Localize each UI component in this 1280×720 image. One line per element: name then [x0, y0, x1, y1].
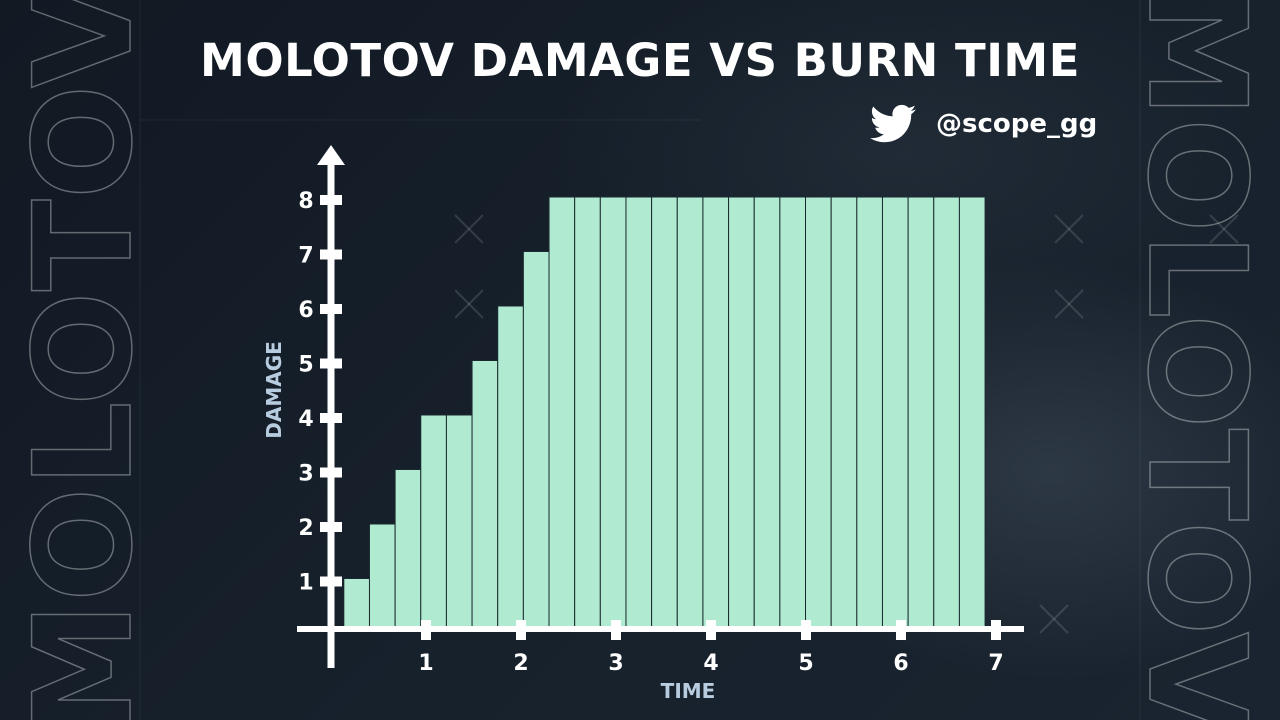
y-tick-label-2: 2 — [298, 516, 313, 541]
x-tick-mark-7 — [991, 620, 1001, 640]
y-tick-label-4: 4 — [298, 407, 313, 432]
x-tick-label-4: 4 — [703, 651, 718, 676]
axes-group: 1 2 3 4 5 6 7 8 1 2 3 4 5 6 7 — [297, 145, 1024, 676]
y-tick-mark-3 — [320, 467, 342, 478]
bar-24 — [933, 196, 960, 630]
x-tick-mark-1 — [421, 620, 431, 640]
bar-1 — [343, 578, 370, 630]
y-axis-label: DAMAGE — [262, 341, 286, 439]
x-tick-label-3: 3 — [608, 651, 623, 676]
bar-8 — [522, 251, 550, 630]
bar-15 — [702, 196, 730, 630]
bar-9 — [548, 196, 576, 630]
x-tick-label-7: 7 — [988, 651, 1003, 676]
y-tick-label-1: 1 — [298, 571, 313, 596]
bar-3 — [394, 469, 422, 630]
y-tick-mark-1 — [320, 576, 342, 587]
y-tick-mark-6 — [320, 304, 342, 314]
bar-21 — [856, 196, 883, 630]
x-tick-mark-2 — [516, 620, 526, 640]
twitter-icon — [870, 104, 916, 143]
bar-4 — [420, 414, 447, 630]
side-text-left: MOLOTOV — [5, 0, 162, 720]
bar-2 — [368, 523, 396, 630]
bar-5 — [445, 414, 473, 630]
bar-16 — [728, 196, 755, 630]
y-axis-arrow — [317, 145, 345, 165]
bar-22 — [881, 196, 909, 630]
bar-18 — [779, 196, 807, 630]
x-tick-mark-3 — [611, 620, 621, 640]
y-tick-label-7: 7 — [298, 244, 313, 269]
bar-10 — [574, 196, 601, 630]
bar-11 — [599, 196, 627, 630]
x-tick-mark-5 — [801, 620, 811, 640]
y-tick-mark-8 — [320, 195, 342, 205]
y-tick-mark-5 — [320, 358, 342, 369]
y-tick-mark-2 — [320, 522, 342, 532]
side-text-right: MOLOTOV — [1118, 0, 1275, 720]
bar-17 — [753, 196, 781, 630]
bar-19 — [805, 196, 832, 630]
x-tick-mark-6 — [896, 620, 906, 640]
x-tick-label-6: 6 — [893, 651, 908, 676]
x-tick-label-1: 1 — [418, 651, 433, 676]
bar-6 — [471, 360, 499, 630]
bar-25 — [958, 196, 986, 630]
bar-14 — [676, 196, 704, 630]
x-tick-mark-4 — [706, 620, 716, 640]
x-tick-label-5: 5 — [798, 651, 813, 676]
y-tick-label-6: 6 — [298, 298, 313, 323]
y-tick-mark-7 — [320, 249, 342, 260]
bar-7 — [497, 305, 524, 630]
y-tick-label-3: 3 — [298, 462, 313, 487]
twitter-handle: @scope_gg — [936, 109, 1098, 139]
y-tick-label-8: 8 — [298, 189, 313, 214]
social-handle-row: @scope_gg — [870, 104, 1097, 144]
bar-13 — [651, 196, 678, 630]
bars-group — [343, 196, 986, 630]
y-tick-mark-4 — [320, 413, 342, 423]
x-tick-label-2: 2 — [513, 651, 528, 676]
x-axis-label: TIME — [661, 679, 716, 703]
chart-title: MOLOTOV DAMAGE VS BURN TIME — [200, 34, 1080, 87]
bar-23 — [907, 196, 935, 630]
bar-20 — [830, 196, 858, 630]
y-tick-label-5: 5 — [298, 353, 313, 378]
bar-12 — [625, 196, 653, 630]
